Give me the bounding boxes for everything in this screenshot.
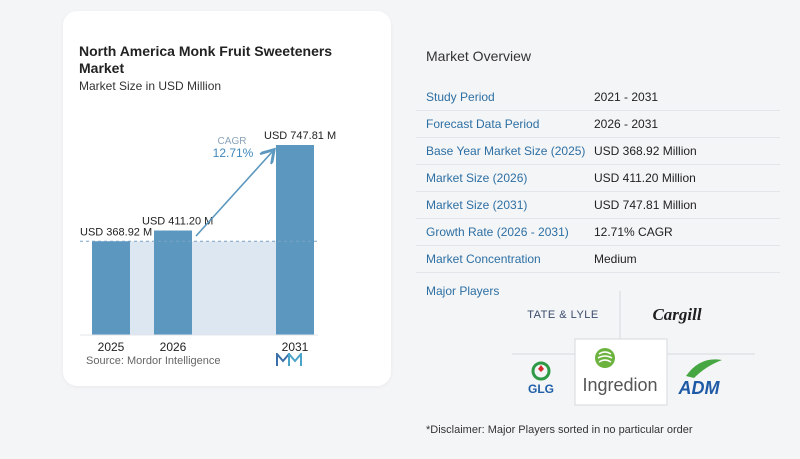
cagr-arrow bbox=[195, 152, 272, 237]
overview-row-label: Growth Rate (2026 - 2031) bbox=[426, 225, 569, 239]
source-text: Source: Mordor Intelligence bbox=[86, 355, 221, 367]
bar bbox=[92, 241, 130, 335]
x-tick-label: 2026 bbox=[160, 340, 187, 354]
bar-value-label: USD 411.20 M bbox=[142, 216, 213, 228]
overview-row-value: 2021 - 2031 bbox=[594, 90, 659, 104]
overview-row-label: Study Period bbox=[426, 90, 495, 104]
bar bbox=[276, 145, 314, 335]
bar-value-label: USD 747.81 M bbox=[264, 130, 336, 142]
ingredion-logo: Ingredion bbox=[582, 348, 658, 395]
overview-row-value: 12.71% CAGR bbox=[594, 225, 673, 239]
overview-row: Study Period 2021 - 2031 bbox=[416, 84, 780, 111]
chart-subtitle: Market Size in USD Million bbox=[79, 79, 222, 93]
overview-row-label: Market Size (2026) bbox=[426, 171, 528, 185]
chart-title: North America Monk Fruit Sweeteners Mark… bbox=[79, 43, 333, 76]
glg-text: GLG bbox=[528, 382, 554, 396]
overview-row-label: Base Year Market Size (2025) bbox=[426, 144, 586, 158]
major-players-title: Major Players bbox=[426, 284, 500, 298]
overview-row: Growth Rate (2026 - 2031) 12.71% CAGR bbox=[416, 219, 780, 246]
overview-row-value: USD 368.92 Million bbox=[594, 144, 697, 158]
adm-logo: ADM bbox=[678, 359, 722, 398]
overview-row-label: Market Size (2031) bbox=[426, 198, 528, 212]
glg-logo: GLG bbox=[528, 361, 554, 396]
adm-text: ADM bbox=[678, 378, 721, 398]
disclaimer-text: *Disclaimer: Major Players sorted in no … bbox=[426, 424, 693, 436]
mordor-logo-icon bbox=[276, 353, 302, 366]
x-tick-label: 2025 bbox=[98, 340, 125, 354]
x-tick-label: 2031 bbox=[282, 340, 309, 354]
maple-leaf-icon bbox=[538, 365, 544, 372]
overview-row-label: Market Concentration bbox=[426, 252, 541, 266]
cargill-text: Cargill bbox=[652, 305, 701, 324]
market-overview-table: Study Period 2021 - 2031 Forecast Data Per… bbox=[416, 84, 780, 273]
tate-lyle-logo: TATE & LYLE bbox=[527, 309, 599, 321]
overview-row-value: USD 411.20 Million bbox=[594, 171, 696, 185]
overview-row: Base Year Market Size (2025) USD 368.92 M… bbox=[416, 138, 780, 165]
overview-row-value: USD 747.81 Million bbox=[594, 198, 697, 212]
adm-leaf-icon bbox=[686, 359, 722, 378]
overview-row: Market Concentration Medium bbox=[416, 246, 780, 273]
overview-row-value: Medium bbox=[594, 252, 637, 266]
ingredion-box bbox=[574, 338, 668, 406]
bar-value-label: USD 368.92 M bbox=[80, 226, 152, 238]
cargill-logo: Cargill bbox=[652, 305, 701, 324]
overview-row-label: Forecast Data Period bbox=[426, 117, 540, 131]
overview-row-value: 2026 - 2031 bbox=[594, 117, 659, 131]
overview-row: Market Size (2026) USD 411.20 Million bbox=[416, 165, 780, 192]
cagr-value: 12.71% bbox=[213, 146, 254, 160]
cagr-label: CAGR bbox=[218, 136, 247, 147]
overview-row: Market Size (2031) USD 747.81 Million bbox=[416, 192, 780, 219]
glg-ring-icon bbox=[531, 361, 551, 381]
overview-row: Forecast Data Period 2026 - 2031 bbox=[416, 111, 780, 138]
tate-lyle-text: TATE & LYLE bbox=[527, 309, 599, 321]
bar bbox=[154, 230, 192, 335]
ingredion-text: Ingredion bbox=[582, 375, 657, 395]
market-overview-title: Market Overview bbox=[426, 48, 532, 64]
